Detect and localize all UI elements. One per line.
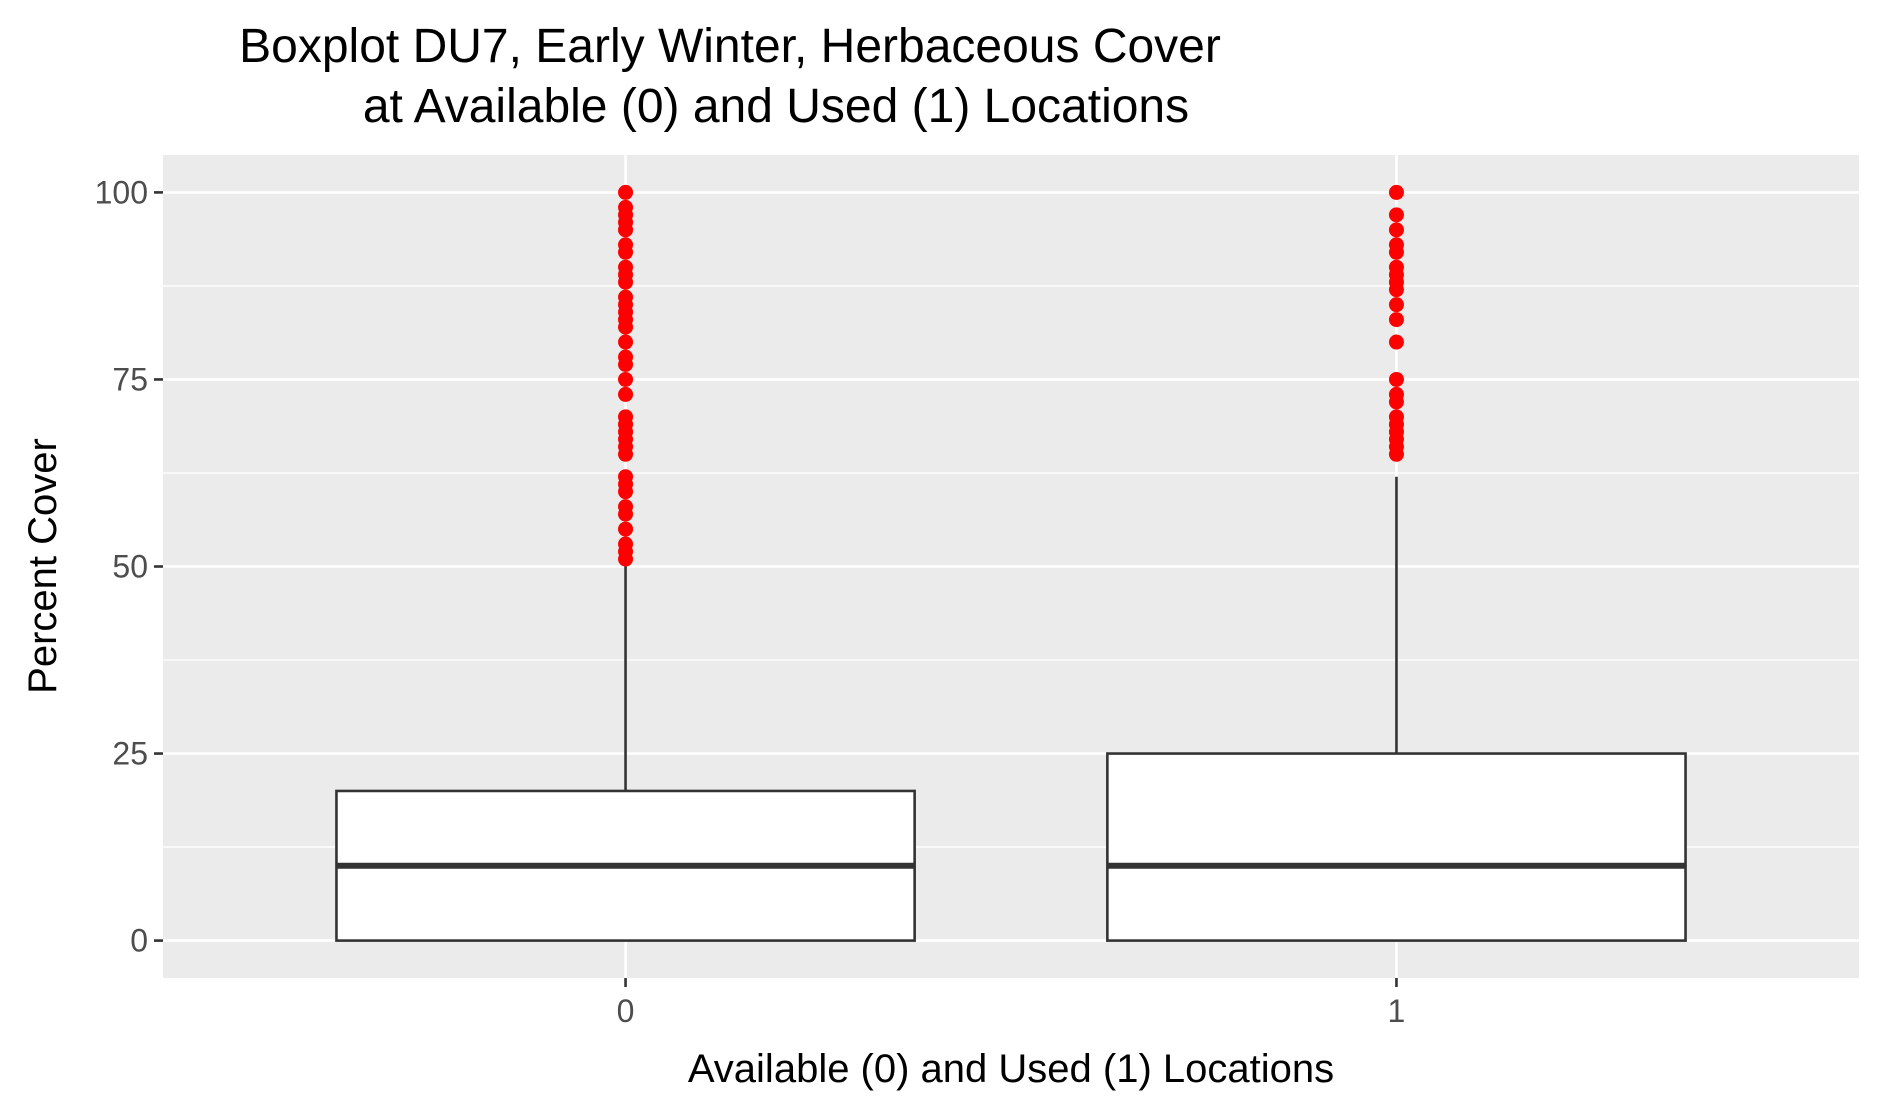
outlier-point xyxy=(618,521,634,537)
y-axis-title: Percent Cover xyxy=(21,438,65,694)
boxes-layer xyxy=(335,184,1687,942)
outlier-point xyxy=(1388,371,1404,387)
outlier-point xyxy=(618,334,634,350)
iqr-box xyxy=(1106,752,1687,942)
outlier-point xyxy=(618,499,634,515)
outlier-point xyxy=(1388,386,1404,402)
outlier-point xyxy=(618,237,634,253)
y-tick-label: 100 xyxy=(95,174,148,210)
outlier-point xyxy=(618,199,634,215)
outlier-point xyxy=(618,409,634,425)
outlier-point xyxy=(618,184,634,200)
outlier-point xyxy=(1388,297,1404,313)
outlier-point xyxy=(618,259,634,275)
outlier-point xyxy=(1388,237,1404,253)
box-0 xyxy=(335,184,916,942)
y-tick-label: 0 xyxy=(130,923,148,959)
outlier-point xyxy=(1388,409,1404,425)
outlier-point xyxy=(618,349,634,365)
chart-title-line-1: Boxplot DU7, Early Winter, Herbaceous Co… xyxy=(239,20,1221,73)
y-tick-label: 50 xyxy=(112,549,148,585)
outlier-point xyxy=(1388,184,1404,200)
outlier-point xyxy=(618,469,634,485)
outlier-point xyxy=(1388,222,1404,238)
x-tick-label: 0 xyxy=(617,993,635,1029)
y-tick-label: 25 xyxy=(112,736,148,772)
chart-title-line-2: at Available (0) and Used (1) Locations xyxy=(363,80,1189,133)
box-1 xyxy=(1106,184,1687,942)
outlier-point xyxy=(618,386,634,402)
outlier-point xyxy=(618,371,634,387)
outlier-point xyxy=(1388,259,1404,275)
outlier-point xyxy=(618,536,634,552)
y-tick-label: 75 xyxy=(112,361,148,397)
outlier-point xyxy=(618,289,634,305)
y-axis: 0 25 50 75 100 xyxy=(95,174,163,959)
outlier-point xyxy=(1388,312,1404,328)
outlier-point xyxy=(1388,207,1404,223)
outlier-point xyxy=(1388,334,1404,350)
x-tick-label: 1 xyxy=(1388,993,1406,1029)
x-axis-title: Available (0) and Used (1) Locations xyxy=(688,1047,1334,1091)
